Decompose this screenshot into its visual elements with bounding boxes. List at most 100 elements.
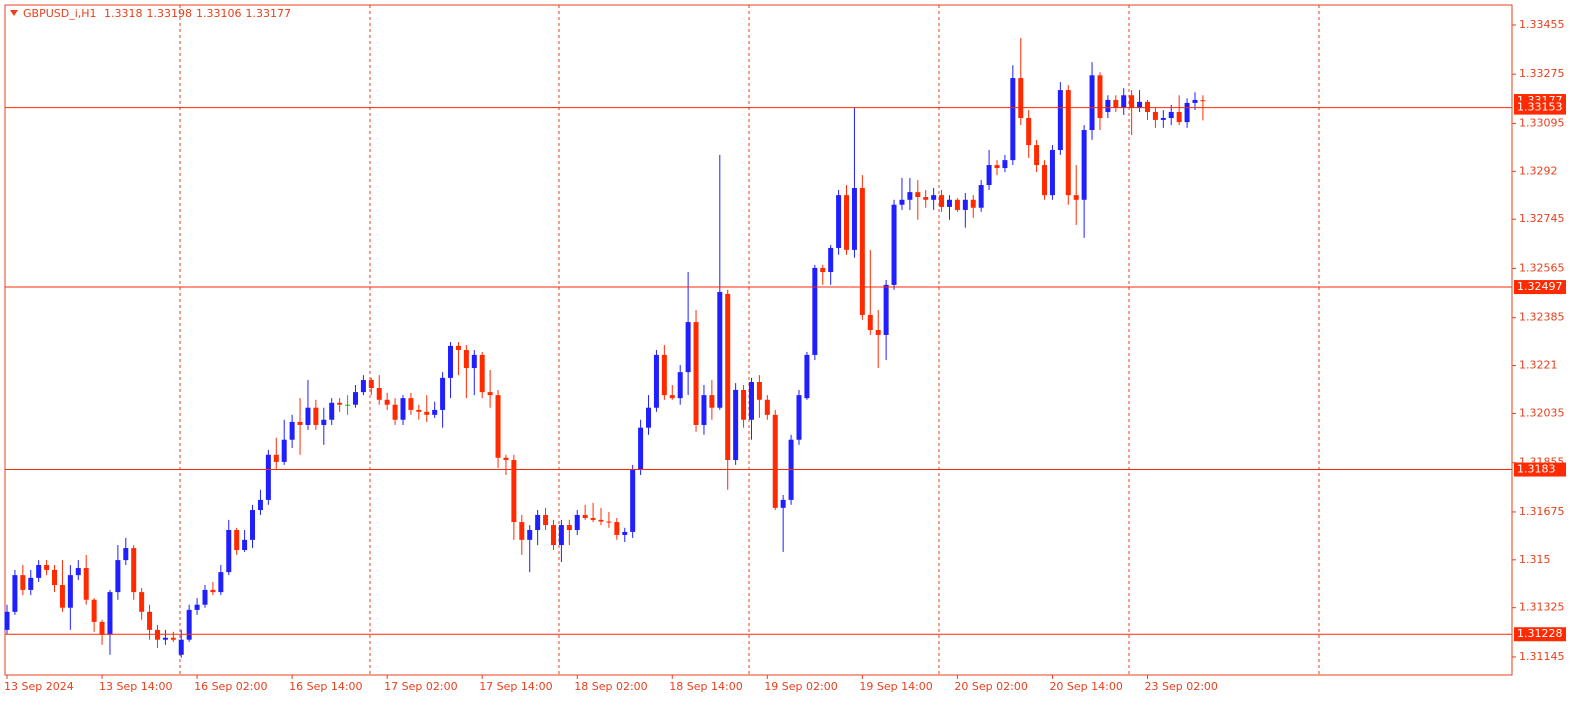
candle-body [345,404,351,406]
candle-body [440,377,446,410]
candle-body [313,407,319,425]
candle-body [471,354,477,369]
candle-body [147,611,153,630]
candle-body [297,421,303,425]
candle-body [646,407,652,428]
x-tick-label: 18 Sep 02:00 [574,680,647,693]
candle-body [1113,99,1119,108]
candle-body [1042,165,1048,196]
candle-body [479,354,485,393]
candle-body [368,380,374,389]
y-tick-label: 1.33455 [1519,18,1565,31]
candle-body [416,409,422,412]
candle-body [764,399,770,415]
candle-body [780,499,786,508]
level-label-box [1514,100,1566,115]
candle-body [154,629,160,640]
candle-body [107,592,113,635]
candle-body [543,514,549,526]
candle-body [67,575,73,608]
candle-body [1010,78,1016,161]
x-tick-label: 13 Sep 14:00 [99,680,172,693]
candle-body [83,568,89,600]
candle-body [804,354,810,399]
candle-body [234,530,240,550]
candle-body [1073,195,1079,200]
y-tick-label: 1.31325 [1519,601,1565,614]
chart-header: GBPUSD_i,H1 1.3318 1.33198 1.33106 1.33177 [10,7,295,20]
candle-body [1002,160,1008,169]
header-low: 1.33106 [196,7,242,20]
candle-body [305,407,311,425]
candle-body [495,395,501,458]
candle-body [851,188,857,250]
y-tick-label: 1.3221 [1519,359,1558,372]
candle-body [772,414,778,508]
candle-body [400,398,406,420]
candle-body [511,459,517,523]
candle-body [218,572,224,593]
candle-body [1018,78,1024,118]
candle-body [115,560,121,593]
plot-frame [4,4,1513,676]
x-tick-label: 16 Sep 14:00 [289,680,362,693]
candle-body [123,548,129,561]
candle-body [962,199,968,210]
candle-body [828,247,834,273]
candle-body [463,349,469,369]
candle-body [796,395,802,440]
candle-body [384,399,390,405]
candle-body [653,354,659,408]
candle-body [202,589,208,605]
candle-body [1105,99,1111,112]
candle-body [907,192,913,200]
y-tick-label: 1.31145 [1519,650,1565,663]
x-tick-label: 20 Sep 02:00 [954,680,1027,693]
candle-body [360,380,366,393]
candle-body [281,439,287,462]
candle-body [535,514,541,531]
candle-body [1129,95,1135,108]
candle-body [91,599,97,622]
candle-body [883,284,889,335]
candle-body [638,427,644,470]
candle-body [186,609,192,640]
candle-body [859,188,865,315]
candle-body [250,510,256,540]
candle-body [836,195,842,248]
candle-body [1200,100,1206,102]
candle-body [1034,145,1040,166]
candle-body [1065,90,1071,196]
candle-body [487,392,493,396]
candle-body [289,421,295,440]
level-label: 1.3183 [1517,463,1556,476]
candle-body [733,389,739,460]
candle-body [954,199,960,210]
header-close: 1.33177 [245,7,292,20]
x-tick-label: 19 Sep 14:00 [859,680,932,693]
y-tick-label: 1.31675 [1519,505,1565,518]
header-high: 1.33198 [146,7,193,20]
candle-body [812,267,818,355]
candle-body [1089,75,1095,131]
candle-body [756,381,762,400]
candle-body [566,525,572,531]
level-label-box [1514,280,1566,295]
candle-body [1184,102,1190,123]
candle-body [28,577,34,590]
candle-body [685,322,691,373]
candle-body [4,611,10,630]
y-tick-label: 1.32565 [1519,261,1565,274]
candle-body [875,330,881,335]
candle-body [717,291,723,408]
x-tick-label: 17 Sep 02:00 [384,680,457,693]
candle-body [669,395,675,399]
candle-body [741,389,747,420]
candle-body [226,530,232,573]
y-tick-label: 1.32035 [1519,406,1565,419]
candle-body [701,395,707,425]
y-tick-label: 1.33095 [1519,116,1565,129]
candle-body [939,195,945,207]
candle-body [36,565,42,578]
level-label: 1.32497 [1517,280,1563,293]
